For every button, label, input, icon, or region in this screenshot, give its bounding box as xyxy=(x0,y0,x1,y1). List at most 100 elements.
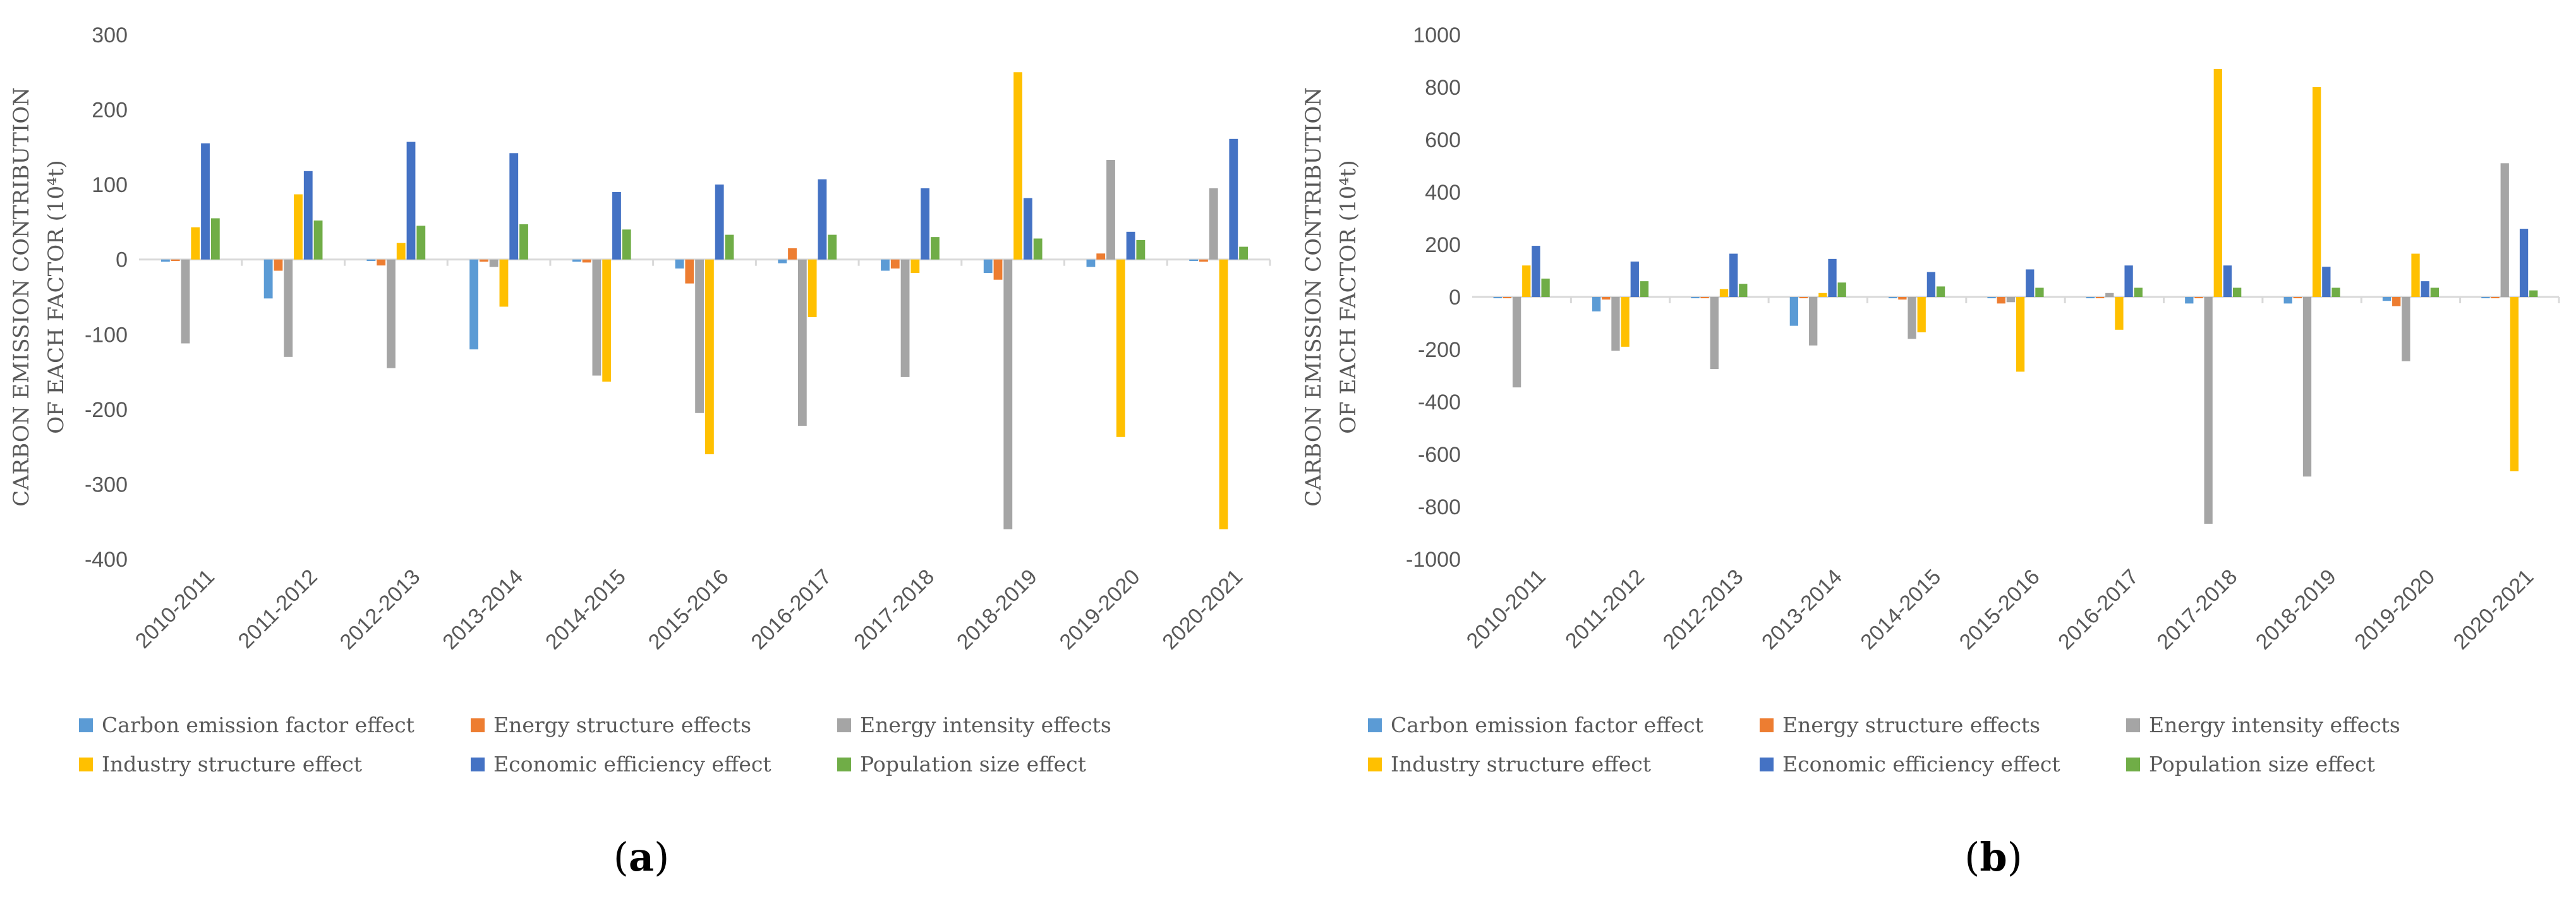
x-tick-label: 2013-2014 xyxy=(1757,565,1847,655)
bar xyxy=(210,218,220,260)
bar xyxy=(2322,267,2331,297)
bar xyxy=(2302,297,2312,477)
legend-label: Economic efficiency effect xyxy=(493,752,771,776)
legend-swatch xyxy=(471,718,485,732)
bar xyxy=(160,259,170,262)
legend-b: Carbon emission factor effect Energy stru… xyxy=(1368,713,2543,795)
bar xyxy=(2402,297,2410,361)
bar xyxy=(1917,297,1926,333)
bar xyxy=(1809,297,1818,346)
bar xyxy=(1013,72,1022,260)
bar xyxy=(1229,138,1238,260)
bar xyxy=(1602,297,1611,300)
x-tick-label: 2016-2017 xyxy=(2053,565,2143,655)
x-tick-label: 2017-2018 xyxy=(849,565,939,655)
bar xyxy=(1719,289,1729,297)
caption-a-open: ( xyxy=(613,834,629,880)
legend-swatch xyxy=(1368,757,1382,771)
bar xyxy=(416,226,426,260)
bar xyxy=(622,229,631,260)
y-tick-label: -200 xyxy=(85,398,128,422)
bar xyxy=(2411,253,2420,297)
bar xyxy=(499,259,509,307)
y-tick-label: 400 xyxy=(1425,181,1461,205)
x-tick-label: 2016-2017 xyxy=(747,565,837,655)
bar xyxy=(1219,259,1228,529)
legend-label: Population size effect xyxy=(2149,752,2375,776)
bar xyxy=(181,259,190,344)
y-tick-label: 100 xyxy=(92,173,128,197)
bar xyxy=(2213,68,2222,297)
legend-item: Population size effect xyxy=(2126,752,2375,776)
legend-item: Energy structure effects xyxy=(471,713,751,737)
bar xyxy=(1987,297,1996,299)
bar xyxy=(2392,297,2401,306)
legend-swatch xyxy=(79,757,93,771)
y-tick-label: 300 xyxy=(92,23,128,47)
x-tick-label: 2018-2019 xyxy=(952,565,1042,655)
bar xyxy=(1209,188,1218,260)
chart-b-svg: -1000 -800 -600 -400 -200 0 200 400 600 800 1000 CA… xyxy=(1301,23,2560,655)
bar xyxy=(2510,297,2519,471)
x-tick-label: 2014-2015 xyxy=(541,565,631,655)
legend-label: Industry structure effect xyxy=(1391,752,1652,776)
y-tick-label: 200 xyxy=(92,99,128,123)
bar xyxy=(1908,297,1916,339)
bar xyxy=(1611,297,1620,351)
bar xyxy=(1739,284,1748,297)
bar xyxy=(2115,297,2124,330)
bar xyxy=(2529,290,2538,297)
x-tick-label: 2020-2021 xyxy=(2449,565,2539,655)
chart-panel-b: -1000 -800 -600 -400 -200 0 200 400 600 800 1000 CA… xyxy=(1289,0,2572,906)
bar xyxy=(201,143,210,260)
chart-panel-a: -400 -300 -200 -100 0 100 200 300 CARBON EMISSIO… xyxy=(0,0,1283,906)
bar xyxy=(1828,258,1837,297)
bar xyxy=(406,142,416,260)
x-tick-label: 2013-2014 xyxy=(438,565,528,655)
legend-swatch xyxy=(2126,718,2140,732)
bar xyxy=(807,259,817,318)
bar xyxy=(1199,259,1208,262)
bar xyxy=(2035,287,2044,297)
bar xyxy=(2095,297,2105,299)
y-tick-label: -1000 xyxy=(1406,548,1461,572)
legend-label: Energy intensity effects xyxy=(860,713,1111,737)
bar xyxy=(582,259,591,263)
bar xyxy=(294,194,303,260)
bar xyxy=(1640,281,1649,297)
bar xyxy=(931,237,940,260)
bar xyxy=(2016,297,2025,372)
bar xyxy=(910,259,920,274)
bar xyxy=(1033,238,1043,260)
bar xyxy=(2233,287,2242,297)
bar xyxy=(263,259,273,299)
legend-item: Energy intensity effects xyxy=(2126,713,2400,737)
bar xyxy=(1096,253,1106,260)
x-tick-label: 2015-2016 xyxy=(644,565,734,655)
y-tick-label: -100 xyxy=(85,323,128,347)
legend-swatch xyxy=(837,757,851,771)
bar xyxy=(1086,259,1096,267)
bar xyxy=(2500,163,2509,297)
bar xyxy=(1592,297,1601,311)
bar xyxy=(1493,297,1502,299)
bar xyxy=(377,259,386,266)
bar xyxy=(284,259,293,357)
bar xyxy=(602,259,612,382)
y-tick-label: -800 xyxy=(1418,495,1461,519)
bar xyxy=(1136,239,1146,260)
bar xyxy=(797,259,807,426)
x-tick-label: 2010-2011 xyxy=(1462,565,1551,653)
x-tick-label: 2019-2020 xyxy=(1055,565,1145,655)
bar xyxy=(2185,297,2194,304)
bar xyxy=(2124,265,2133,297)
bar xyxy=(725,234,734,260)
bar xyxy=(2491,297,2500,299)
bar xyxy=(2382,297,2392,301)
bar xyxy=(828,234,837,260)
bar xyxy=(2194,297,2203,299)
bar xyxy=(2006,297,2016,303)
legend-swatch xyxy=(1760,757,1774,771)
caption-a-close: ) xyxy=(654,834,670,880)
caption-b: (b) xyxy=(1930,834,2057,880)
